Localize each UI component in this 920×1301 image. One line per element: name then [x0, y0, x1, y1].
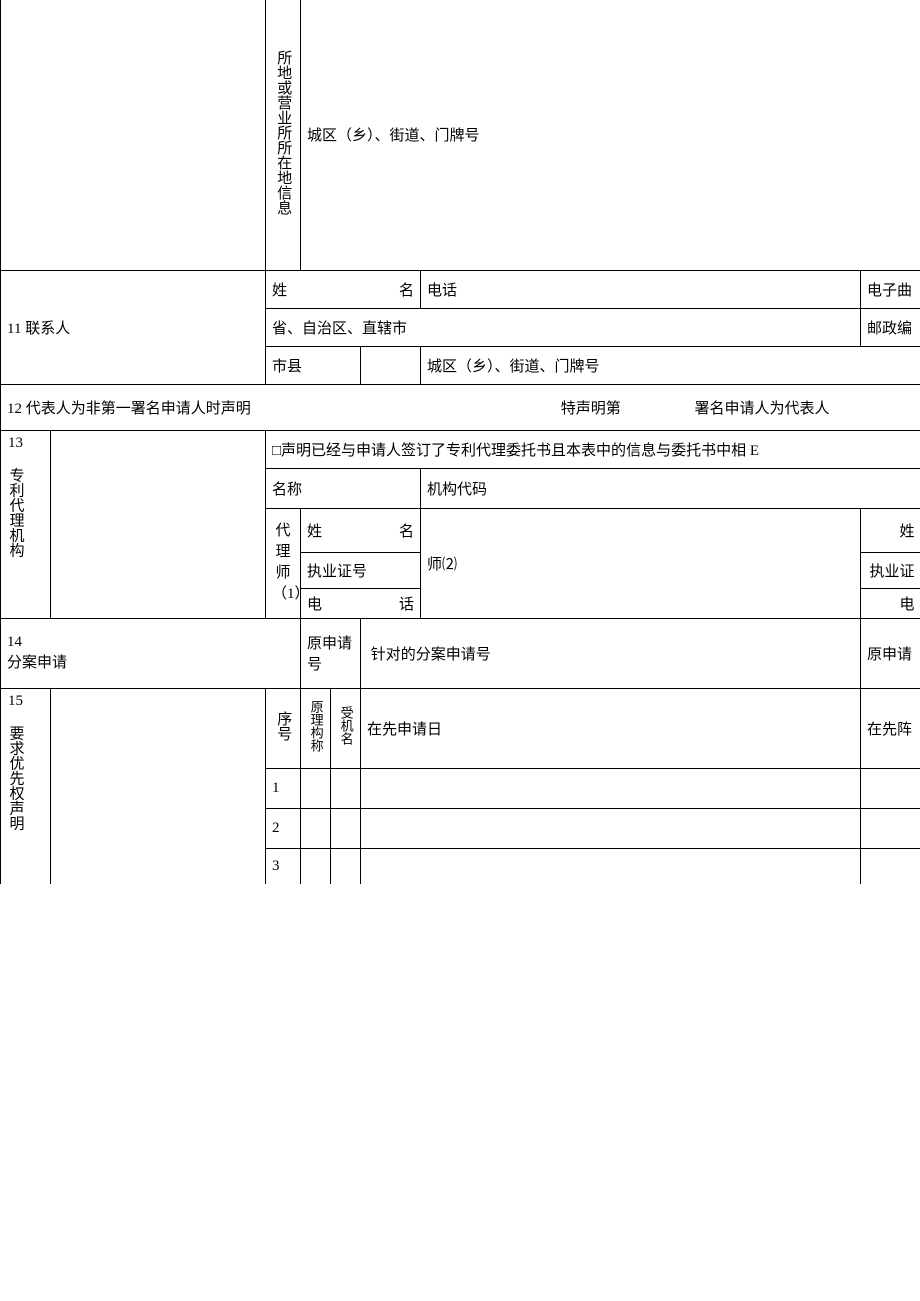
row14-orig2: 原申请 — [861, 618, 920, 688]
row11-postal-label: 邮政编 — [861, 308, 920, 346]
row15-prior2: 在先阵 — [861, 688, 920, 768]
row13-declaration: □声明已经与申请人签订了专利代理委托书且本表中的信息与委托书中相 E — [266, 430, 920, 468]
row15-r3-c1 — [301, 848, 331, 884]
row15-r3-c4 — [861, 848, 920, 884]
row13-name2: 姓 — [861, 508, 920, 552]
row14-label: 14 分案申请 — [1, 618, 301, 688]
row11-email-label: 电子曲 — [861, 270, 920, 308]
row14-target-div: 针对的分案申请号 — [361, 618, 861, 688]
row11-province-label: 省、自治区、直辖市 — [266, 308, 861, 346]
row13-agent-name: 姓名 — [301, 508, 421, 552]
row11-label: 11 联系人 — [1, 270, 266, 384]
row13-phone2: 电 — [861, 588, 920, 618]
row15-r2-seq: 2 — [266, 808, 301, 848]
row15-r1-c2 — [331, 768, 361, 808]
row10-district-cell: 城区（乡）、街道、门牌号 — [301, 0, 920, 270]
row15-prior-date: 在先申请日 — [361, 688, 861, 768]
row11-city-blank — [361, 346, 421, 384]
row13-agent1-label: 代理师（1） — [266, 508, 301, 618]
row13-license: 执业证号 — [301, 552, 421, 588]
row10-address-info-label: 所地或营业所所在地信息 — [266, 0, 301, 270]
row13-phone: 电话 — [301, 588, 421, 618]
row15-r1-c1 — [301, 768, 331, 808]
row15-r2-c3 — [361, 808, 861, 848]
row15-r3-c3 — [361, 848, 861, 884]
row15-r2-c4 — [861, 808, 920, 848]
row11-name-label: 姓名 — [266, 270, 421, 308]
row15-orig-org: 原理构称 — [301, 688, 331, 768]
row15-label: 15 要求优先权声明 — [1, 688, 51, 884]
row10-left-blank — [1, 0, 266, 270]
row12-cell: 12 代表人为非第一署名申请人时声明 特声明第 署名申请人为代表人 — [1, 384, 920, 430]
row15-r2-c1 — [301, 808, 331, 848]
row13-license2: 执业证 — [861, 552, 920, 588]
row11-city-county: 市县 — [266, 346, 361, 384]
form-table: 所地或营业所所在地信息 城区（乡）、街道、门牌号 11 联系人 姓名 电话 电子… — [0, 0, 920, 884]
row14-orig-app: 原申请号 — [301, 618, 361, 688]
row15-r2-c2 — [331, 808, 361, 848]
row13-agent2-label: 师⑵ — [421, 508, 861, 618]
row15-r1-seq: 1 — [266, 768, 301, 808]
row13-org-code: 机构代码 — [421, 468, 920, 508]
row15-r1-c3 — [361, 768, 861, 808]
row13-blank — [51, 430, 266, 618]
row15-seq-label: 序号 — [266, 688, 301, 768]
row15-r1-c4 — [861, 768, 920, 808]
row11-phone-label: 电话 — [421, 270, 861, 308]
row11-district: 城区（乡）、街道、门牌号 — [421, 346, 920, 384]
row13-name-label: 名称 — [266, 468, 421, 508]
row15-r3-seq: 3 — [266, 848, 301, 884]
row15-blank — [51, 688, 266, 884]
row15-r3-c2 — [331, 848, 361, 884]
row13-label-cell: 13 专利代理机构 — [1, 430, 51, 618]
row15-recv-org: 受机名 — [331, 688, 361, 768]
